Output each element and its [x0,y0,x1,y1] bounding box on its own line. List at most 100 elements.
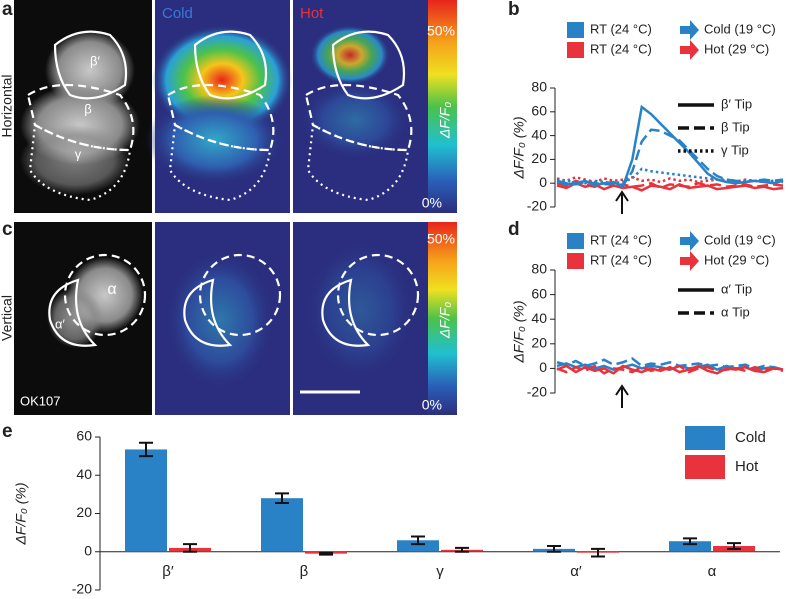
y-tick-label: 0 [539,174,547,190]
row-label: Vertical [0,295,15,341]
image-blob [305,240,415,380]
bar [669,541,711,552]
error-bar [455,546,469,553]
y-tick-label: -20 [527,384,547,400]
error-bar [547,545,561,553]
y-tick-label: 20 [531,150,547,166]
error-bar [139,441,153,458]
lobe-label: α′ [55,316,66,331]
legend-label: Cold (19 °C) [704,232,776,247]
x-tick-label: β [300,563,309,580]
colorbar [428,0,457,213]
legend-swatch [567,253,584,269]
legend-label: β′ Tip [721,96,752,111]
colorbar-min: 0% [422,195,442,211]
data-line [556,167,784,185]
outlines [48,253,420,347]
error-bar [411,535,425,546]
colorbar [428,222,457,415]
bar [125,449,167,552]
lobe-label: β [84,101,91,116]
image-blob [310,25,390,85]
legend-swatch [567,233,584,249]
legend-swatch [685,426,725,450]
panel-label: e [2,421,13,442]
y-axis-label: ΔF/F₀ (%) [511,301,527,364]
data-line [556,364,784,375]
error-bar [183,543,197,553]
colorbar-min: 0% [422,397,442,413]
y-tick-label: 20 [76,504,92,520]
error-bar [727,542,741,550]
legend-swatch [567,42,584,58]
legend-swatch [685,455,725,479]
legend-label: RT (24 °C) [590,21,652,36]
error-bar [591,547,605,558]
legend-label: Cold (19 °C) [704,21,776,36]
y-tick-label: 40 [531,310,547,326]
legend-label: RT (24 °C) [590,252,652,267]
y-tick-label: 60 [531,103,547,119]
x-tick-label: γ [436,563,444,580]
y-tick-label: 0 [84,542,92,558]
legend-label: α′ Tip [721,281,752,296]
legend-arrow [680,231,699,251]
y-axis-label: ΔF/F₀ (%) [511,117,527,180]
colorbar-max: 50% [427,231,455,247]
image-blob [47,288,103,348]
image-blob [20,125,130,195]
legend-arrow [680,40,699,60]
x-tick-label: β′ [162,563,174,580]
legend-label: β Tip [721,119,750,134]
panel-label: d [508,219,520,240]
y-tick-label: 80 [531,261,547,277]
bar [261,498,303,552]
legend-label: RT (24 °C) [590,41,652,56]
colorbar-max: 50% [427,23,455,39]
panel-label: b [508,0,520,20]
panel-label: a [2,0,13,20]
legend-label: RT (24 °C) [590,232,652,247]
data-line [556,364,784,375]
legend-label: Hot (29 °C) [704,252,769,267]
x-tick-label: α [708,563,717,580]
lobe-label: γ [75,146,82,161]
error-bar [275,492,289,504]
lobe-label: β′ [90,53,100,68]
data-line [556,357,784,371]
y-tick-label: -20 [72,581,92,597]
colorbar-label: ΔF/F₀ [437,302,453,339]
legend-label: Hot [735,458,759,475]
bar [397,540,439,552]
legend-arrow [680,251,699,271]
y-tick-label: 60 [531,285,547,301]
lobe-label: α [107,281,116,298]
y-tick-label: 40 [76,466,92,482]
image-blob [145,95,285,185]
y-tick-label: 40 [531,126,547,142]
y-tick-label: 60 [76,428,92,444]
y-axis-label: ΔF/F₀ (%) [13,483,29,546]
image-blob [165,250,275,390]
y-tick-label: -20 [527,198,547,214]
row-label: Horizontal [0,74,15,137]
y-tick-label: 20 [531,335,547,351]
panel-label: c [2,219,13,240]
image-panels: β′ β γ α α′ OK107 Cold Hot 50% 0% ΔF/F₀ … [0,0,457,415]
x-tick-label: α′ [570,563,582,580]
stimulus-arrow [615,190,629,214]
error-bar [319,551,333,556]
y-tick-label: 80 [531,79,547,95]
legend-label: γ Tip [721,142,749,157]
image-blob [300,80,410,160]
legend-label: α Tip [721,304,750,319]
outlines [26,30,413,202]
y-tick-label: 0 [539,359,547,375]
colorbar-label: ΔF/F₀ [437,102,453,139]
error-bar [683,537,697,546]
legend-label: Cold [735,429,766,446]
stimulus-arrow [615,384,629,408]
driver-label: OK107 [20,393,60,408]
legend-label: Hot (29 °C) [704,41,769,56]
